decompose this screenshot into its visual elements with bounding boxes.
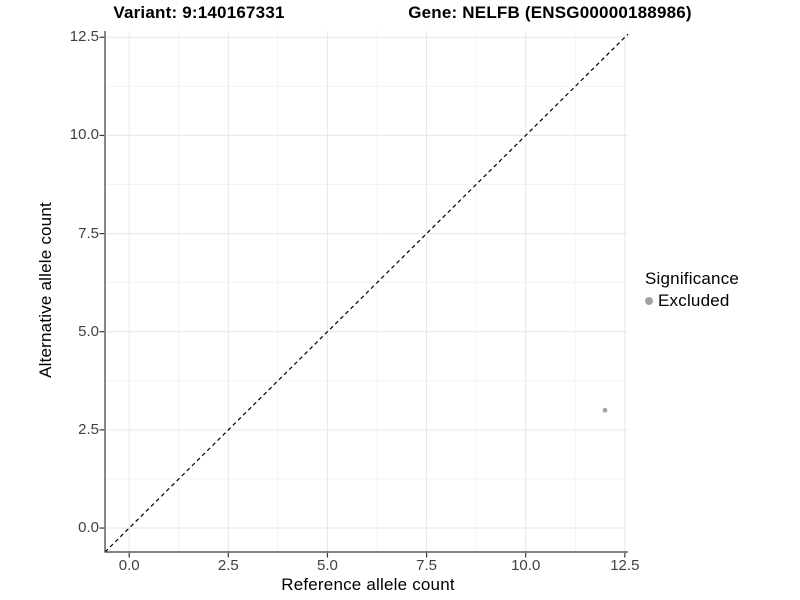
legend: Significance Excluded bbox=[645, 269, 739, 311]
legend-item-label: Excluded bbox=[658, 291, 730, 310]
x-tick-label: 2.5 bbox=[217, 557, 239, 574]
plot-title-gene: Gene: NELFB (ENSG00000188986) bbox=[408, 3, 692, 22]
y-tick-label: 5.0 bbox=[78, 322, 99, 340]
legend-title: Significance bbox=[645, 269, 740, 288]
x-tick-label: 12.5 bbox=[610, 557, 640, 574]
x-axis-label: Reference allele count bbox=[281, 575, 455, 594]
x-tick-label: 5.0 bbox=[317, 557, 338, 574]
x-tick-label: 10.0 bbox=[511, 557, 541, 574]
data-point bbox=[602, 407, 608, 413]
x-tick-label: 0.0 bbox=[118, 557, 140, 574]
y-tick-label: 7.5 bbox=[78, 224, 99, 242]
plot-title-variant: Variant: 9:140167331 bbox=[113, 3, 285, 22]
y-tick-label: 0.0 bbox=[78, 519, 99, 537]
x-tick-label: 7.5 bbox=[416, 557, 437, 574]
legend-point-icon bbox=[645, 297, 653, 305]
y-tick-label: 12.5 bbox=[69, 28, 99, 46]
y-tick-label: 2.5 bbox=[78, 420, 99, 438]
y-tick-label: 10.0 bbox=[69, 126, 99, 144]
legend-item-excluded: Excluded bbox=[645, 291, 739, 311]
y-axis-label: Alternative allele count bbox=[36, 202, 55, 378]
identity-line bbox=[104, 33, 629, 553]
